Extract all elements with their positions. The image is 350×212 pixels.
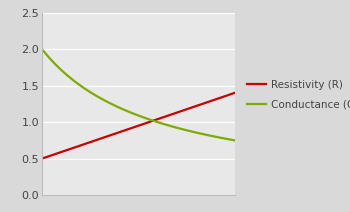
- Legend: Resistivity (R), Conductance (G): Resistivity (R), Conductance (G): [247, 80, 350, 110]
